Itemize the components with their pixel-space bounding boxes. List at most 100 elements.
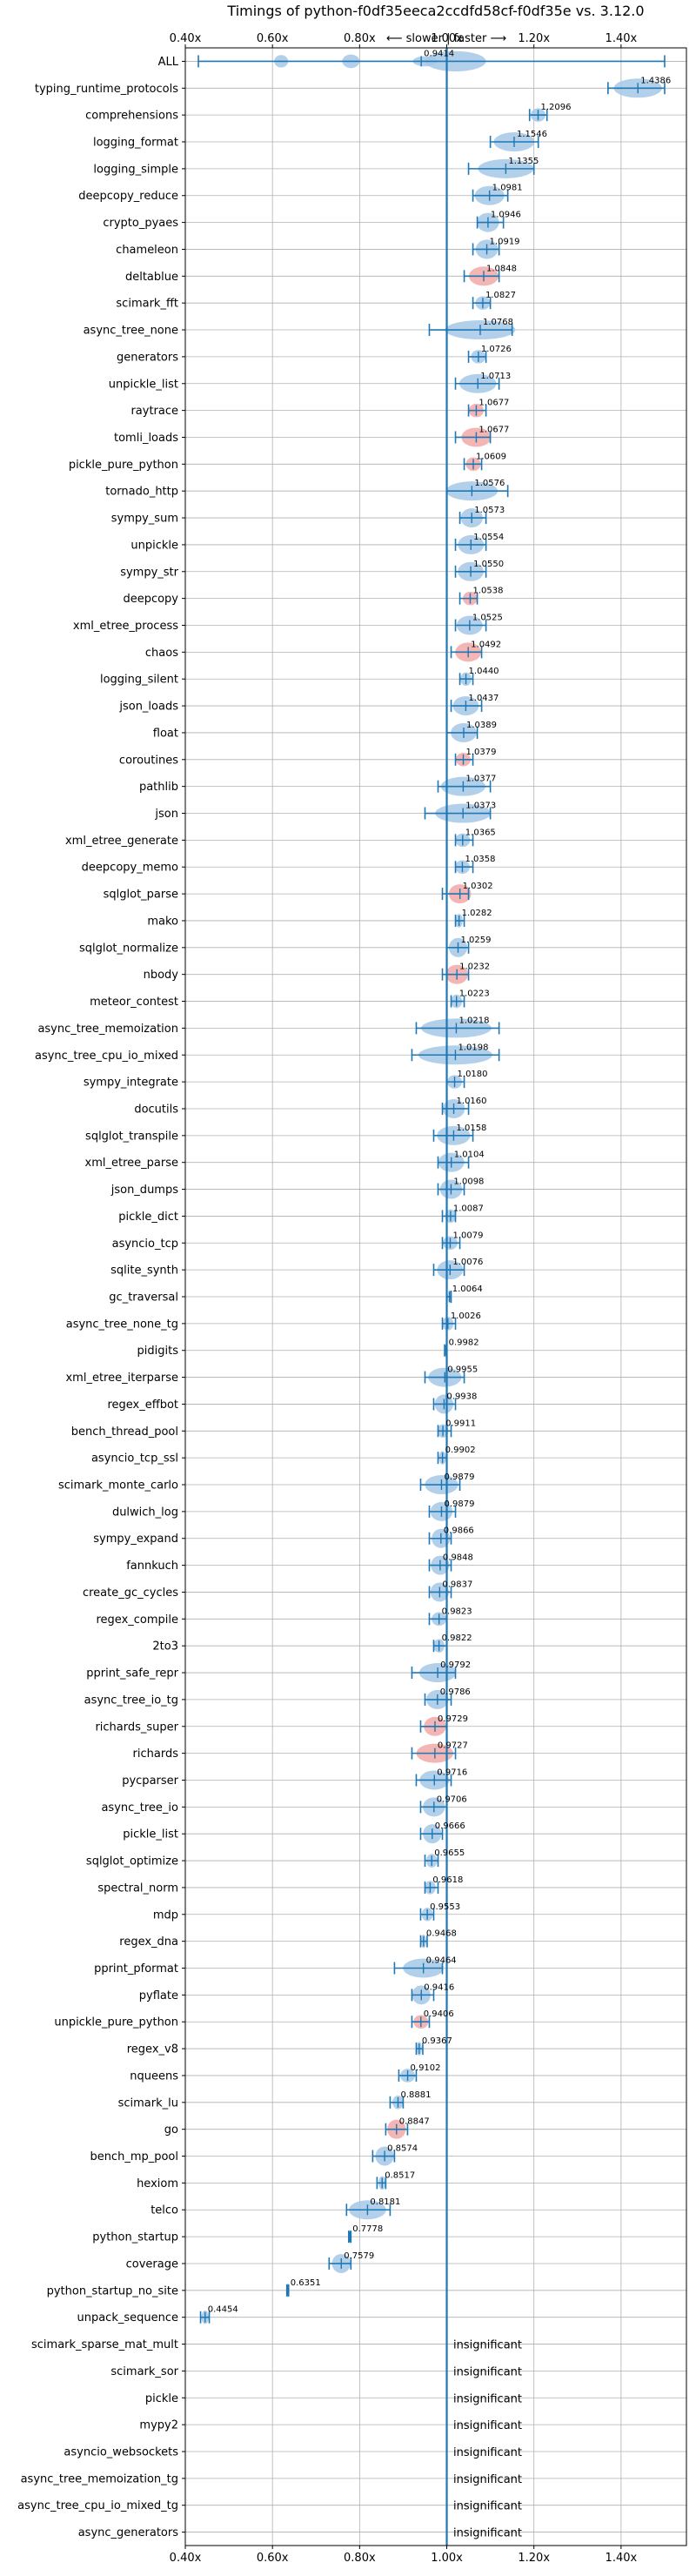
benchmark-label: scimark_sor (110, 2365, 178, 2378)
x-tick-label-bottom: 0.60x (257, 2552, 289, 2565)
value-label: 1.0437 (468, 694, 499, 703)
marks-layer (197, 48, 666, 2546)
benchmark-label: coverage (126, 2257, 178, 2271)
value-label: 1.0525 (472, 613, 503, 622)
benchmark-label: typing_runtime_protocols (35, 83, 178, 96)
value-label: 1.0373 (465, 802, 496, 811)
value-label: 0.9716 (437, 1768, 467, 1777)
benchmark-label: json (154, 808, 178, 821)
value-label: 0.9792 (440, 1660, 471, 1670)
value-label: 1.0554 (473, 533, 504, 542)
value-label: 0.9879 (444, 1499, 474, 1509)
benchmark-label: comprehensions (85, 110, 178, 123)
benchmark-label: asyncio_tcp (112, 1238, 178, 1251)
benchmark-label: deepcopy_reduce (78, 190, 178, 203)
benchmark-label: async_tree_cpu_io_mixed_tg (17, 2499, 178, 2512)
value-label: 1.0848 (486, 264, 517, 273)
benchmark-label: json_dumps (110, 1184, 178, 1197)
value-label: 1.0218 (458, 1016, 489, 1025)
x-tick-label-bottom: 1.40x (606, 2552, 638, 2565)
value-label: 0.9367 (422, 2036, 452, 2046)
benchmark-label: deltablue (125, 271, 178, 284)
benchmark-label: sqlglot_normalize (79, 942, 178, 955)
benchmark-label: async_tree_none_tg (66, 1318, 178, 1331)
benchmark-label: python_startup (92, 2231, 178, 2244)
benchmark-label: fannkuch (126, 1560, 178, 1573)
value-label: 1.0389 (466, 721, 497, 730)
chart-subtitle: ⟵ slower | faster ⟶ (386, 32, 506, 45)
benchmark-label: deepcopy (123, 593, 178, 606)
value-label: 0.8181 (370, 2197, 400, 2207)
insignificant-label: insignificant (453, 2419, 522, 2432)
benchmark-label: coroutines (119, 754, 178, 767)
benchmark-label: float (153, 727, 178, 740)
benchmark-label: pyflate (139, 1989, 178, 2002)
benchmark-label: xml_etree_process (73, 620, 178, 633)
benchmark-label: dulwich_log (112, 1506, 178, 1519)
benchmark-label: sqlglot_parse (104, 889, 178, 902)
value-label: 1.0079 (452, 1231, 483, 1240)
benchmark-label: async_tree_memoization_tg (21, 2472, 178, 2485)
value-label: 0.9982 (449, 1338, 479, 1348)
value-label: 1.0713 (480, 372, 511, 381)
value-label: 0.9837 (442, 1580, 472, 1589)
benchmark-label: 2to3 (152, 1640, 178, 1654)
benchmark-label: tomli_loads (114, 432, 178, 445)
value-label: 1.0573 (474, 506, 505, 515)
value-label: 1.0550 (473, 560, 504, 569)
benchmark-label: hexiom (137, 2177, 178, 2190)
benchmark-label: xml_etree_iterparse (65, 1372, 178, 1385)
value-label: 0.9706 (437, 1794, 467, 1804)
benchmark-label: python_startup_no_site (47, 2284, 178, 2298)
benchmark-label: pprint_pformat (94, 1962, 178, 1976)
benchmark-label: deepcopy_memo (82, 862, 178, 875)
benchmark-label: meteor_contest (90, 996, 178, 1009)
value-label: 1.0232 (459, 963, 490, 972)
value-label: 0.9655 (434, 1848, 465, 1858)
benchmark-label: unpack_sequence (77, 2311, 178, 2324)
value-label: 0.7579 (344, 2251, 374, 2261)
benchmark-label: sympy_str (120, 566, 178, 579)
x-tick-label-bottom: 0.80x (344, 2552, 376, 2565)
x-tick-label-top: 1.40x (606, 32, 638, 45)
benchmark-label: regex_v8 (127, 2043, 178, 2056)
benchmark-label: scimark_fft (116, 298, 178, 311)
benchmark-label: regex_effbot (107, 1399, 178, 1412)
value-label: 0.9879 (444, 1472, 474, 1482)
value-label: 0.9866 (444, 1526, 474, 1536)
value-label: 1.0981 (492, 184, 523, 193)
insignificant-label: insignificant (453, 2392, 522, 2405)
value-label: 0.9955 (447, 1365, 478, 1375)
labels-layer: 0.40x 0.40x 0.60x 0.60x 0.80x 0.80x 1.00x 1.00x… (17, 32, 671, 2565)
benchmark-label: sqlite_synth (110, 1265, 178, 1278)
value-label: 0.9902 (445, 1446, 476, 1455)
x-tick-label-bottom: 1.20x (518, 2552, 550, 2565)
benchmark-label: async_tree_io (101, 1801, 178, 1815)
benchmark-label: unpickle_list (109, 378, 178, 391)
value-label: 0.9666 (435, 1821, 465, 1831)
value-label: 0.9618 (432, 1875, 463, 1885)
benchmark-label: logging_format (93, 137, 178, 150)
value-label: 1.0768 (483, 318, 513, 327)
value-label: 0.9102 (411, 2063, 441, 2073)
benchmark-label: pathlib (139, 781, 178, 794)
chart-title: Timings of python-f0df35eeca2ccdfd58cf-f… (226, 3, 644, 19)
value-label: 1.2096 (541, 103, 572, 112)
value-label: 0.9729 (438, 1714, 468, 1724)
value-label: 0.9848 (443, 1553, 473, 1563)
benchmark-label: asyncio_tcp_ssl (91, 1452, 178, 1466)
x-tick-label-top: 1.20x (518, 32, 550, 45)
value-label: 1.4386 (640, 76, 671, 85)
benchmark-label: pickle_dict (118, 1211, 178, 1224)
x-tick-label-top: 0.40x (170, 32, 202, 45)
value-label: 0.9823 (442, 1607, 472, 1616)
benchmark-label: logging_silent (100, 674, 178, 687)
benchmark-label: pycparser (122, 1774, 178, 1788)
value-label: 0.4454 (208, 2305, 238, 2315)
value-label: 0.9786 (440, 1687, 471, 1697)
benchmark-label: nbody (144, 969, 179, 982)
benchmark-label: nqueens (130, 2070, 178, 2083)
value-label: 1.0379 (466, 748, 497, 757)
benchmark-label: mdp (153, 1909, 178, 1922)
benchmark-label: unpickle_pure_python (54, 2016, 178, 2029)
